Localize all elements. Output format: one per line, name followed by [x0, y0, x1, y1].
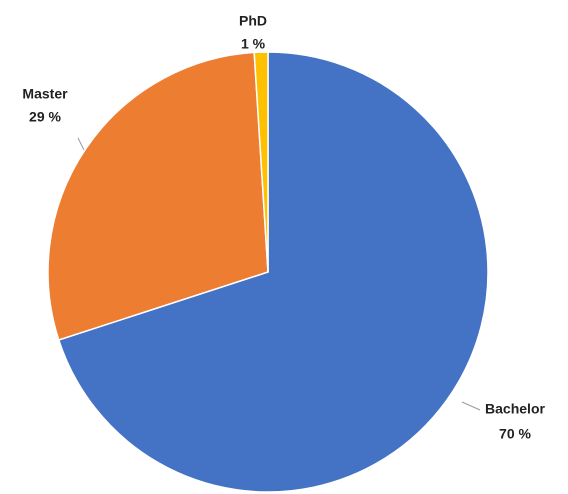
slice-label: PhD	[239, 13, 267, 29]
slice-value-label: 70 %	[499, 426, 531, 442]
slice-value-label: 1 %	[241, 36, 266, 52]
pie-slice	[253, 51, 269, 273]
slice-label: Master	[22, 86, 68, 102]
pie-slice	[57, 51, 489, 493]
slice-value-label: 29 %	[29, 109, 61, 125]
leader-line	[461, 401, 481, 411]
leader-line	[77, 137, 85, 151]
pie-slice	[47, 51, 269, 341]
slice-label: Bachelor	[485, 401, 545, 417]
